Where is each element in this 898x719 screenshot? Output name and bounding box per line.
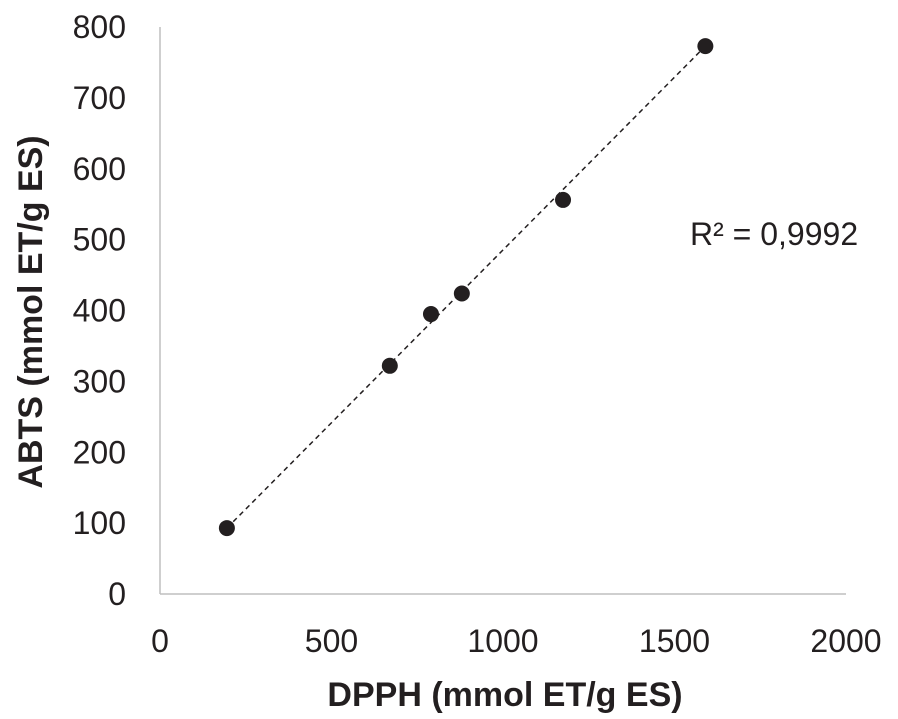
y-tick-label: 200: [73, 434, 126, 470]
data-point: [218, 520, 235, 537]
data-point: [555, 191, 572, 208]
y-axis-title: ABTS (mmol ET/g ES): [12, 135, 50, 488]
data-point: [697, 38, 714, 55]
axes: [159, 27, 846, 595]
x-tick-label: 1500: [639, 623, 710, 659]
y-tick-label: 800: [73, 9, 126, 45]
x-axis-title: DPPH (mmol ET/g ES): [327, 676, 682, 714]
y-tick-label: 600: [73, 151, 126, 187]
y-tick-label: 500: [73, 222, 126, 258]
y-tick-label: 700: [73, 80, 126, 116]
data-points: [218, 38, 714, 537]
x-tick-label: 500: [305, 623, 358, 659]
x-tick-label: 1000: [467, 623, 538, 659]
data-point: [381, 357, 398, 374]
y-tick-label: 300: [73, 363, 126, 399]
y-tick-labels: 0 100 200 300 400 500 600 700 800: [73, 9, 126, 612]
r-squared-annotation: R² = 0,9992: [690, 216, 858, 252]
y-tick-label: 400: [73, 293, 126, 329]
data-point: [453, 285, 470, 302]
x-tick-label: 2000: [810, 623, 881, 659]
data-point: [422, 306, 439, 323]
x-tick-label: 0: [151, 623, 169, 659]
y-tick-label: 100: [73, 505, 126, 541]
x-tick-labels: 0 500 1000 1500 2000: [151, 623, 881, 659]
y-tick-label: 0: [108, 576, 126, 612]
